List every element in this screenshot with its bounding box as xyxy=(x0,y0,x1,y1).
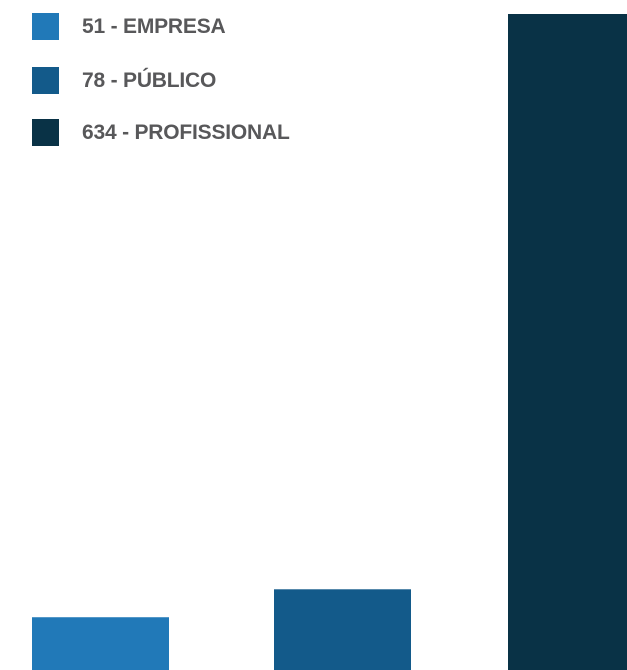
bar-empresa xyxy=(32,617,169,670)
legend-label-profissional: 634 - PROFISSIONAL xyxy=(82,119,290,146)
legend-swatch-profissional xyxy=(32,119,59,146)
bar-publico xyxy=(274,589,411,670)
legend-swatch-empresa xyxy=(32,13,59,40)
bar-profissional xyxy=(508,14,627,670)
legend-label-publico: 78 - PÚBLICO xyxy=(82,67,216,94)
legend-swatch-publico xyxy=(32,67,59,94)
legend-label-empresa: 51 - EMPRESA xyxy=(82,13,225,40)
